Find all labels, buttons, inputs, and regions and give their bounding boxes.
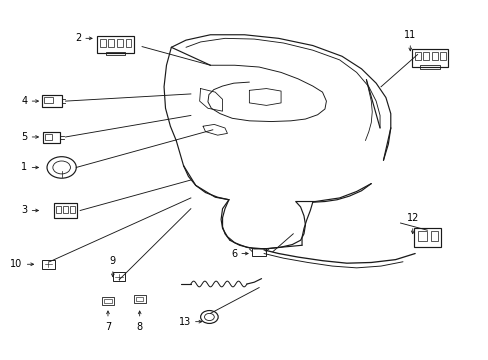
Bar (70, 206, 75, 213)
Text: 12: 12 (406, 213, 418, 223)
Bar (413, 228, 440, 247)
Bar (411, 49, 447, 67)
Bar (44, 97, 52, 103)
Bar (105, 51, 125, 55)
Text: 10: 10 (10, 259, 22, 269)
Text: 5: 5 (21, 132, 27, 142)
Bar (419, 65, 439, 69)
Bar (439, 52, 445, 60)
Text: 8: 8 (136, 321, 142, 332)
Bar (430, 230, 437, 240)
Bar (113, 273, 125, 281)
Bar (422, 52, 428, 60)
Bar (45, 134, 52, 140)
Bar (97, 36, 133, 53)
Text: 1: 1 (21, 162, 27, 172)
Text: 7: 7 (104, 321, 111, 332)
Bar (108, 39, 114, 46)
Bar (417, 230, 427, 240)
Bar (125, 39, 131, 46)
Text: 9: 9 (110, 256, 116, 266)
Bar (102, 297, 114, 305)
Bar (431, 52, 437, 60)
Text: 6: 6 (231, 248, 237, 258)
Bar (42, 95, 61, 107)
Bar (56, 206, 61, 213)
Text: 3: 3 (21, 206, 27, 216)
Bar (117, 39, 123, 46)
Bar (43, 132, 61, 143)
Bar (252, 248, 265, 256)
Bar (136, 297, 143, 301)
Text: 2: 2 (75, 33, 81, 43)
Bar (63, 206, 68, 213)
Bar (100, 39, 106, 46)
Text: 13: 13 (178, 317, 190, 327)
Bar (42, 260, 55, 269)
Bar (54, 203, 77, 218)
Text: 11: 11 (404, 30, 416, 40)
Bar (133, 295, 145, 303)
Bar (414, 52, 420, 60)
Bar (104, 299, 111, 303)
Text: 4: 4 (21, 96, 27, 106)
